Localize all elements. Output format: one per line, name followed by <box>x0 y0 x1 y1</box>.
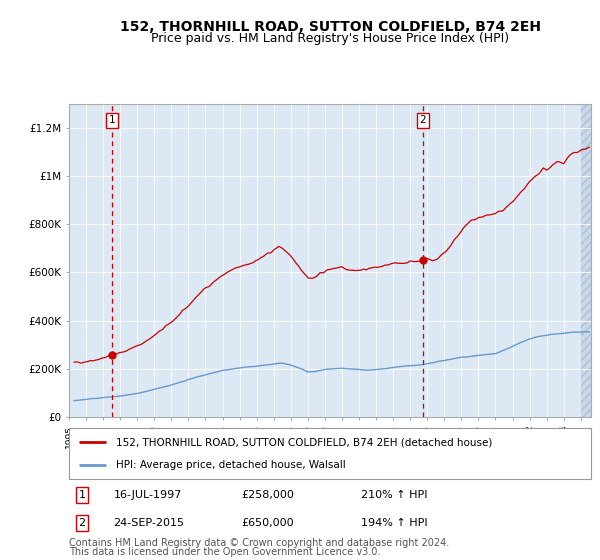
Text: This data is licensed under the Open Government Licence v3.0.: This data is licensed under the Open Gov… <box>69 547 380 557</box>
Text: 210% ↑ HPI: 210% ↑ HPI <box>361 490 428 500</box>
Text: 24-SEP-2015: 24-SEP-2015 <box>113 518 184 528</box>
Text: 16-JUL-1997: 16-JUL-1997 <box>113 490 182 500</box>
Text: 2: 2 <box>419 115 426 125</box>
Text: Price paid vs. HM Land Registry's House Price Index (HPI): Price paid vs. HM Land Registry's House … <box>151 32 509 45</box>
Text: 1: 1 <box>79 490 86 500</box>
Text: £650,000: £650,000 <box>241 518 294 528</box>
Text: 194% ↑ HPI: 194% ↑ HPI <box>361 518 428 528</box>
Text: Contains HM Land Registry data © Crown copyright and database right 2024.: Contains HM Land Registry data © Crown c… <box>69 538 449 548</box>
Text: HPI: Average price, detached house, Walsall: HPI: Average price, detached house, Wals… <box>116 460 346 470</box>
Text: 152, THORNHILL ROAD, SUTTON COLDFIELD, B74 2EH (detached house): 152, THORNHILL ROAD, SUTTON COLDFIELD, B… <box>116 437 493 447</box>
Text: 152, THORNHILL ROAD, SUTTON COLDFIELD, B74 2EH: 152, THORNHILL ROAD, SUTTON COLDFIELD, B… <box>119 20 541 34</box>
Text: 1: 1 <box>109 115 116 125</box>
Text: 2: 2 <box>79 518 86 528</box>
Text: £258,000: £258,000 <box>241 490 294 500</box>
Bar <box>581 67 598 430</box>
